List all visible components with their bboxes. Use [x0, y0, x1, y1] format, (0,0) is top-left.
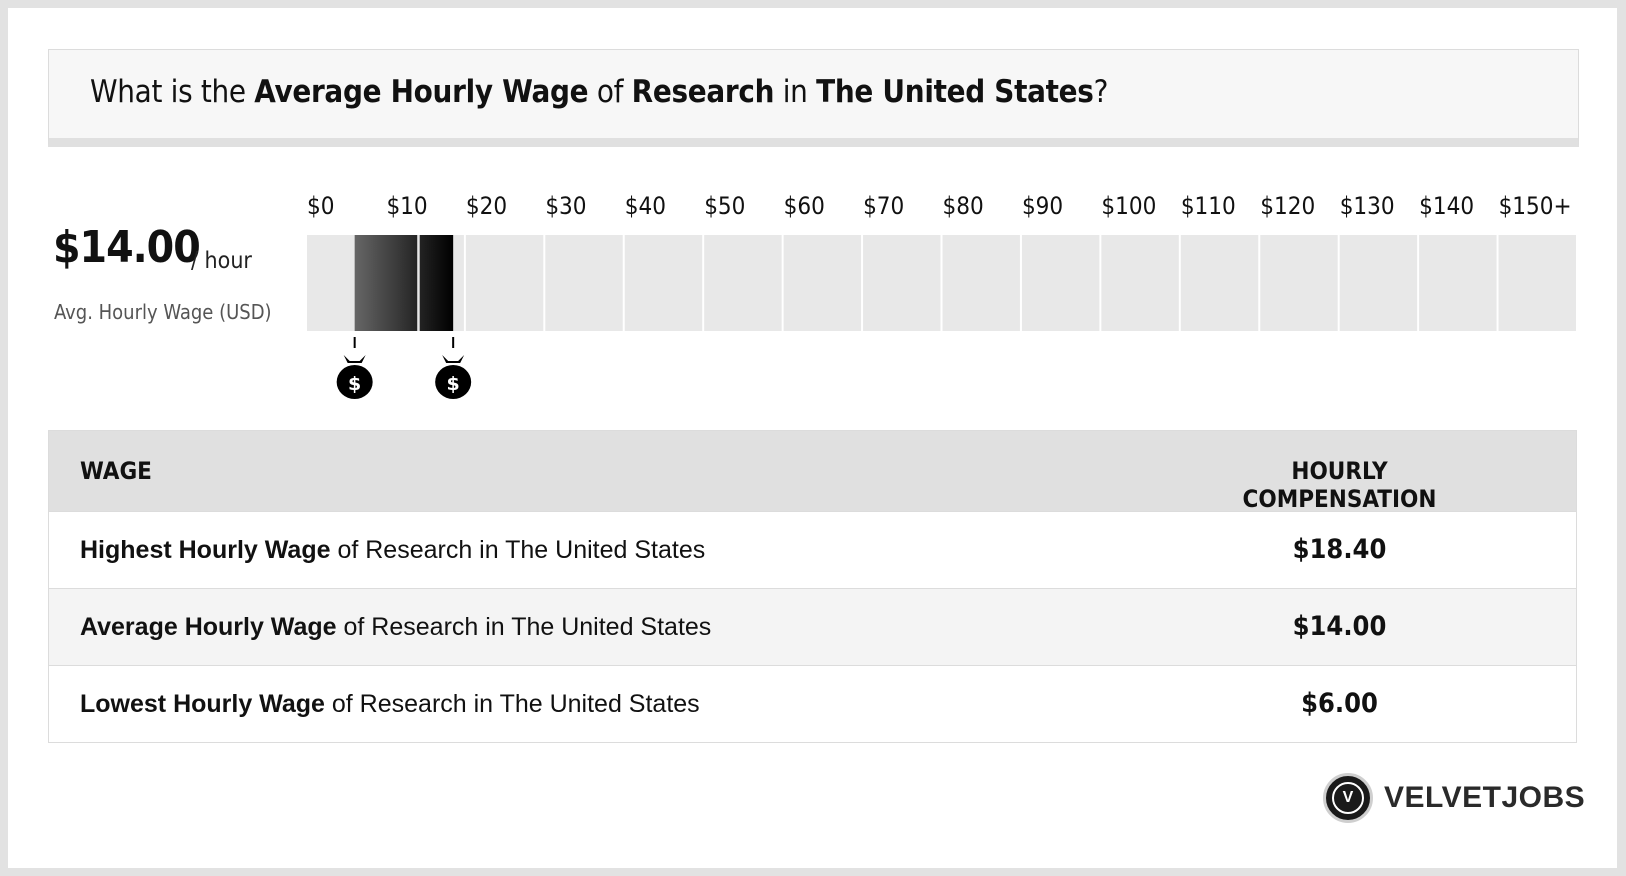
track-segment [1498, 235, 1576, 331]
tick-label: $0 [307, 192, 334, 220]
header-hourly-compensation: HOURLY COMPENSATION [1242, 457, 1437, 513]
track-segment [1419, 235, 1497, 331]
average-wage-unit: / hour [191, 248, 252, 274]
tick-label: $140 [1419, 192, 1474, 220]
table-row-average: Average Hourly Wage of Research in The U… [49, 588, 1576, 665]
row-value: $6.00 [1301, 688, 1378, 719]
track-segment [545, 235, 623, 331]
tick-label: $20 [466, 192, 507, 220]
tick-label: $60 [784, 192, 825, 220]
average-wage-value: $14.00 [53, 222, 201, 273]
header-wage: WAGE [80, 457, 152, 485]
tick-label: $80 [943, 192, 984, 220]
track-segment [1101, 235, 1179, 331]
page-title: What is the Average Hourly Wage of Resea… [90, 74, 1109, 110]
money-bag-icon: $ [336, 337, 373, 399]
track-segment [783, 235, 862, 331]
marker-glyph: $ [447, 373, 460, 395]
tick-label: $90 [1022, 192, 1063, 220]
track-segment [942, 235, 1020, 331]
tick-label: $120 [1260, 192, 1315, 220]
tick-label: $50 [704, 192, 745, 220]
tick-label: $30 [545, 192, 586, 220]
logo-mark: V [1323, 773, 1373, 823]
track-segment [1339, 235, 1418, 331]
tick-label: $150+ [1499, 192, 1572, 220]
track-segment [704, 235, 782, 331]
velvetjobs-logo: V VELVETJOBS [1323, 773, 1585, 827]
wage-range-chart: $0 $10 $20 $30 $40 $50 $60 $70 $80 $90 $100 $110 $12… [307, 192, 1576, 399]
tick-label: $10 [386, 192, 427, 220]
track-segment [1180, 235, 1259, 331]
tick-label: $110 [1181, 192, 1236, 220]
track-segment [863, 235, 941, 331]
row-value: $14.00 [1292, 611, 1387, 642]
track-segment [465, 235, 544, 331]
tick-label: $100 [1101, 192, 1156, 220]
tick-label: $40 [625, 192, 666, 220]
table-header: WAGE HOURLY COMPENSATION [49, 431, 1576, 513]
marker-glyph: $ [348, 373, 361, 395]
row-label: Highest Hourly Wage of Research in The U… [80, 536, 706, 564]
row-label: Average Hourly Wage of Research in The U… [80, 613, 712, 641]
average-divider [417, 235, 420, 331]
track-segment [1260, 235, 1338, 331]
money-bag-icon: $ [435, 337, 472, 399]
track-segment [1021, 235, 1100, 331]
tick-label: $130 [1340, 192, 1395, 220]
title-box: What is the Average Hourly Wage of Resea… [48, 49, 1579, 147]
wage-table: WAGE HOURLY COMPENSATION Highest Hourly … [48, 430, 1577, 743]
table-row-lowest: Lowest Hourly Wage of Research in The Un… [49, 665, 1576, 742]
row-value: $18.40 [1292, 534, 1387, 565]
tick-label: $70 [863, 192, 904, 220]
row-label: Lowest Hourly Wage of Research in The Un… [80, 690, 700, 718]
average-wage-label: Avg. Hourly Wage (USD) [54, 300, 272, 324]
track-segment [624, 235, 703, 331]
logo-text: VELVETJOBS [1384, 781, 1586, 814]
wage-range-bar [354, 235, 454, 331]
table-row-highest: Highest Hourly Wage of Research in The U… [49, 511, 1576, 588]
